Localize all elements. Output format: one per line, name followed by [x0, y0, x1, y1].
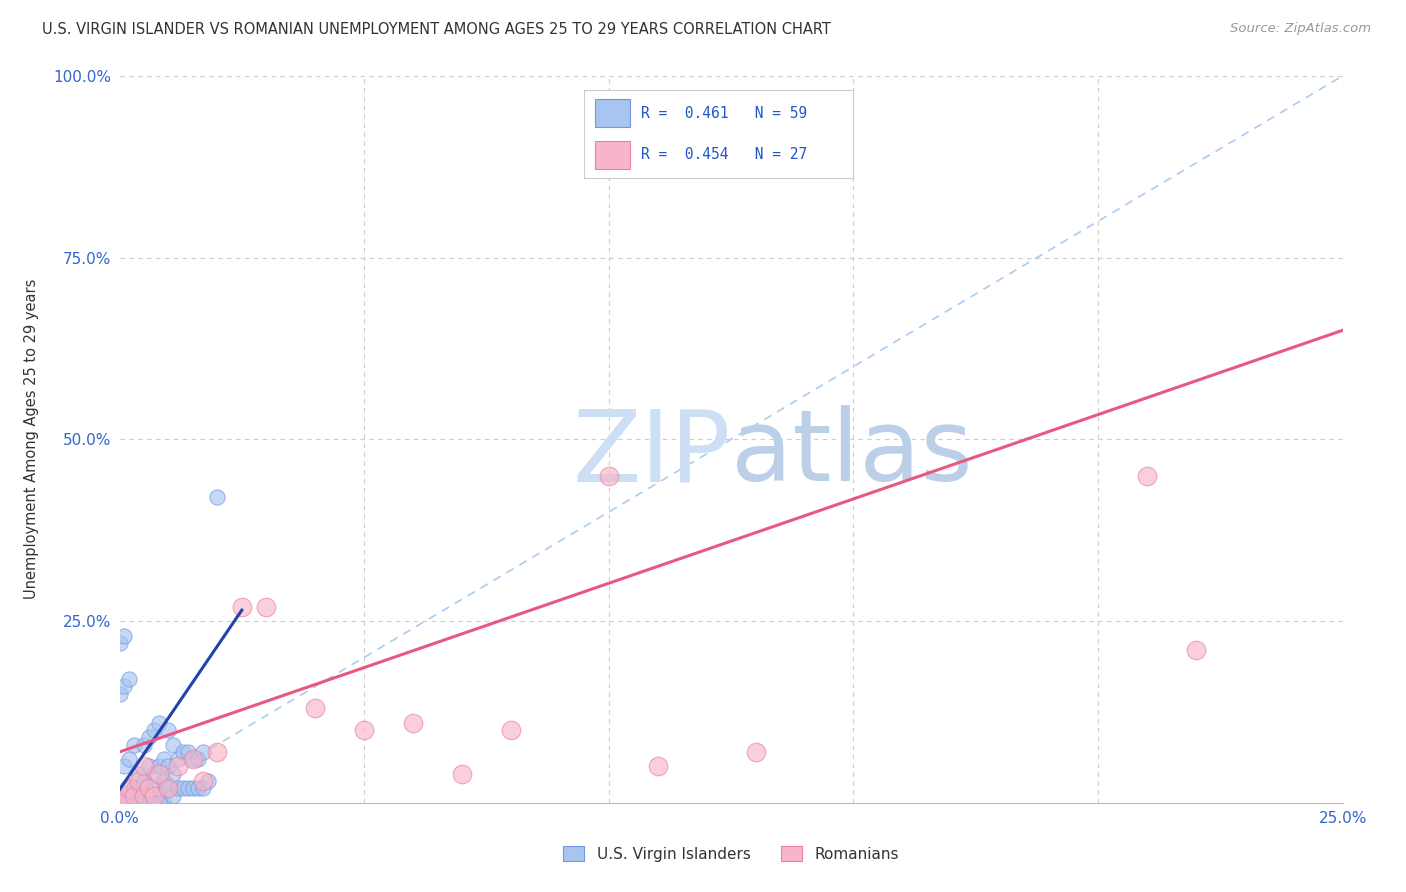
- Point: [108, 796, 131, 810]
- Point: [231, 599, 253, 614]
- Point: [157, 781, 180, 796]
- Point: [744, 745, 766, 759]
- Point: [152, 774, 174, 789]
- Point: [122, 781, 145, 796]
- Point: [122, 796, 145, 810]
- Point: [177, 745, 200, 759]
- Point: [148, 759, 170, 773]
- Point: [162, 789, 184, 803]
- Point: [647, 759, 669, 773]
- Point: [142, 796, 165, 810]
- Point: [1136, 468, 1159, 483]
- Point: [148, 781, 170, 796]
- Point: [132, 796, 155, 810]
- Text: U.S. VIRGIN ISLANDER VS ROMANIAN UNEMPLOYMENT AMONG AGES 25 TO 29 YEARS CORRELAT: U.S. VIRGIN ISLANDER VS ROMANIAN UNEMPLO…: [42, 22, 831, 37]
- Point: [118, 752, 141, 766]
- Point: [112, 629, 135, 643]
- Point: [132, 738, 155, 752]
- Point: [207, 745, 229, 759]
- Point: [142, 789, 165, 803]
- Text: atlas: atlas: [731, 405, 973, 502]
- Point: [177, 781, 200, 796]
- Point: [112, 789, 135, 803]
- Point: [138, 789, 160, 803]
- Point: [187, 752, 209, 766]
- Point: [167, 752, 190, 766]
- Point: [138, 796, 160, 810]
- Point: [128, 789, 150, 803]
- Point: [128, 796, 150, 810]
- Point: [162, 766, 184, 780]
- Point: [152, 796, 174, 810]
- Point: [499, 723, 522, 737]
- Point: [132, 796, 155, 810]
- Point: [402, 715, 425, 730]
- Point: [118, 672, 141, 686]
- Y-axis label: Unemployment Among Ages 25 to 29 years: Unemployment Among Ages 25 to 29 years: [24, 279, 39, 599]
- Point: [138, 781, 160, 796]
- Point: [207, 491, 229, 505]
- Point: [304, 701, 326, 715]
- Point: [118, 796, 141, 810]
- Point: [128, 766, 150, 780]
- Point: [108, 796, 131, 810]
- Point: [451, 766, 474, 780]
- Point: [197, 774, 219, 789]
- Point: [157, 759, 180, 773]
- Point: [122, 789, 145, 803]
- Point: [108, 687, 131, 701]
- Point: [138, 731, 160, 745]
- Point: [122, 796, 145, 810]
- Point: [157, 781, 180, 796]
- Point: [142, 766, 165, 780]
- Point: [181, 781, 204, 796]
- Legend: U.S. Virgin Islanders, Romanians: U.S. Virgin Islanders, Romanians: [557, 840, 905, 868]
- Point: [181, 752, 204, 766]
- Text: ZIP: ZIP: [572, 405, 731, 502]
- Point: [132, 789, 155, 803]
- Point: [118, 781, 141, 796]
- Point: [191, 774, 214, 789]
- Point: [162, 738, 184, 752]
- Point: [353, 723, 375, 737]
- Point: [128, 774, 150, 789]
- Point: [112, 680, 135, 694]
- Point: [118, 781, 141, 796]
- Point: [138, 759, 160, 773]
- Point: [112, 796, 135, 810]
- Point: [132, 774, 155, 789]
- Point: [172, 781, 194, 796]
- Point: [598, 468, 620, 483]
- Point: [191, 781, 214, 796]
- Point: [142, 723, 165, 737]
- Point: [167, 759, 190, 773]
- Point: [108, 796, 131, 810]
- Point: [157, 723, 180, 737]
- Point: [148, 796, 170, 810]
- Point: [191, 745, 214, 759]
- Point: [122, 738, 145, 752]
- Point: [181, 752, 204, 766]
- Text: Source: ZipAtlas.com: Source: ZipAtlas.com: [1230, 22, 1371, 36]
- Point: [148, 766, 170, 780]
- Point: [112, 759, 135, 773]
- Point: [187, 781, 209, 796]
- Point: [148, 715, 170, 730]
- Point: [1185, 643, 1208, 657]
- Point: [112, 789, 135, 803]
- Point: [167, 781, 190, 796]
- Point: [172, 745, 194, 759]
- Point: [152, 752, 174, 766]
- Point: [132, 759, 155, 773]
- Point: [108, 636, 131, 650]
- Point: [142, 796, 165, 810]
- Point: [254, 599, 277, 614]
